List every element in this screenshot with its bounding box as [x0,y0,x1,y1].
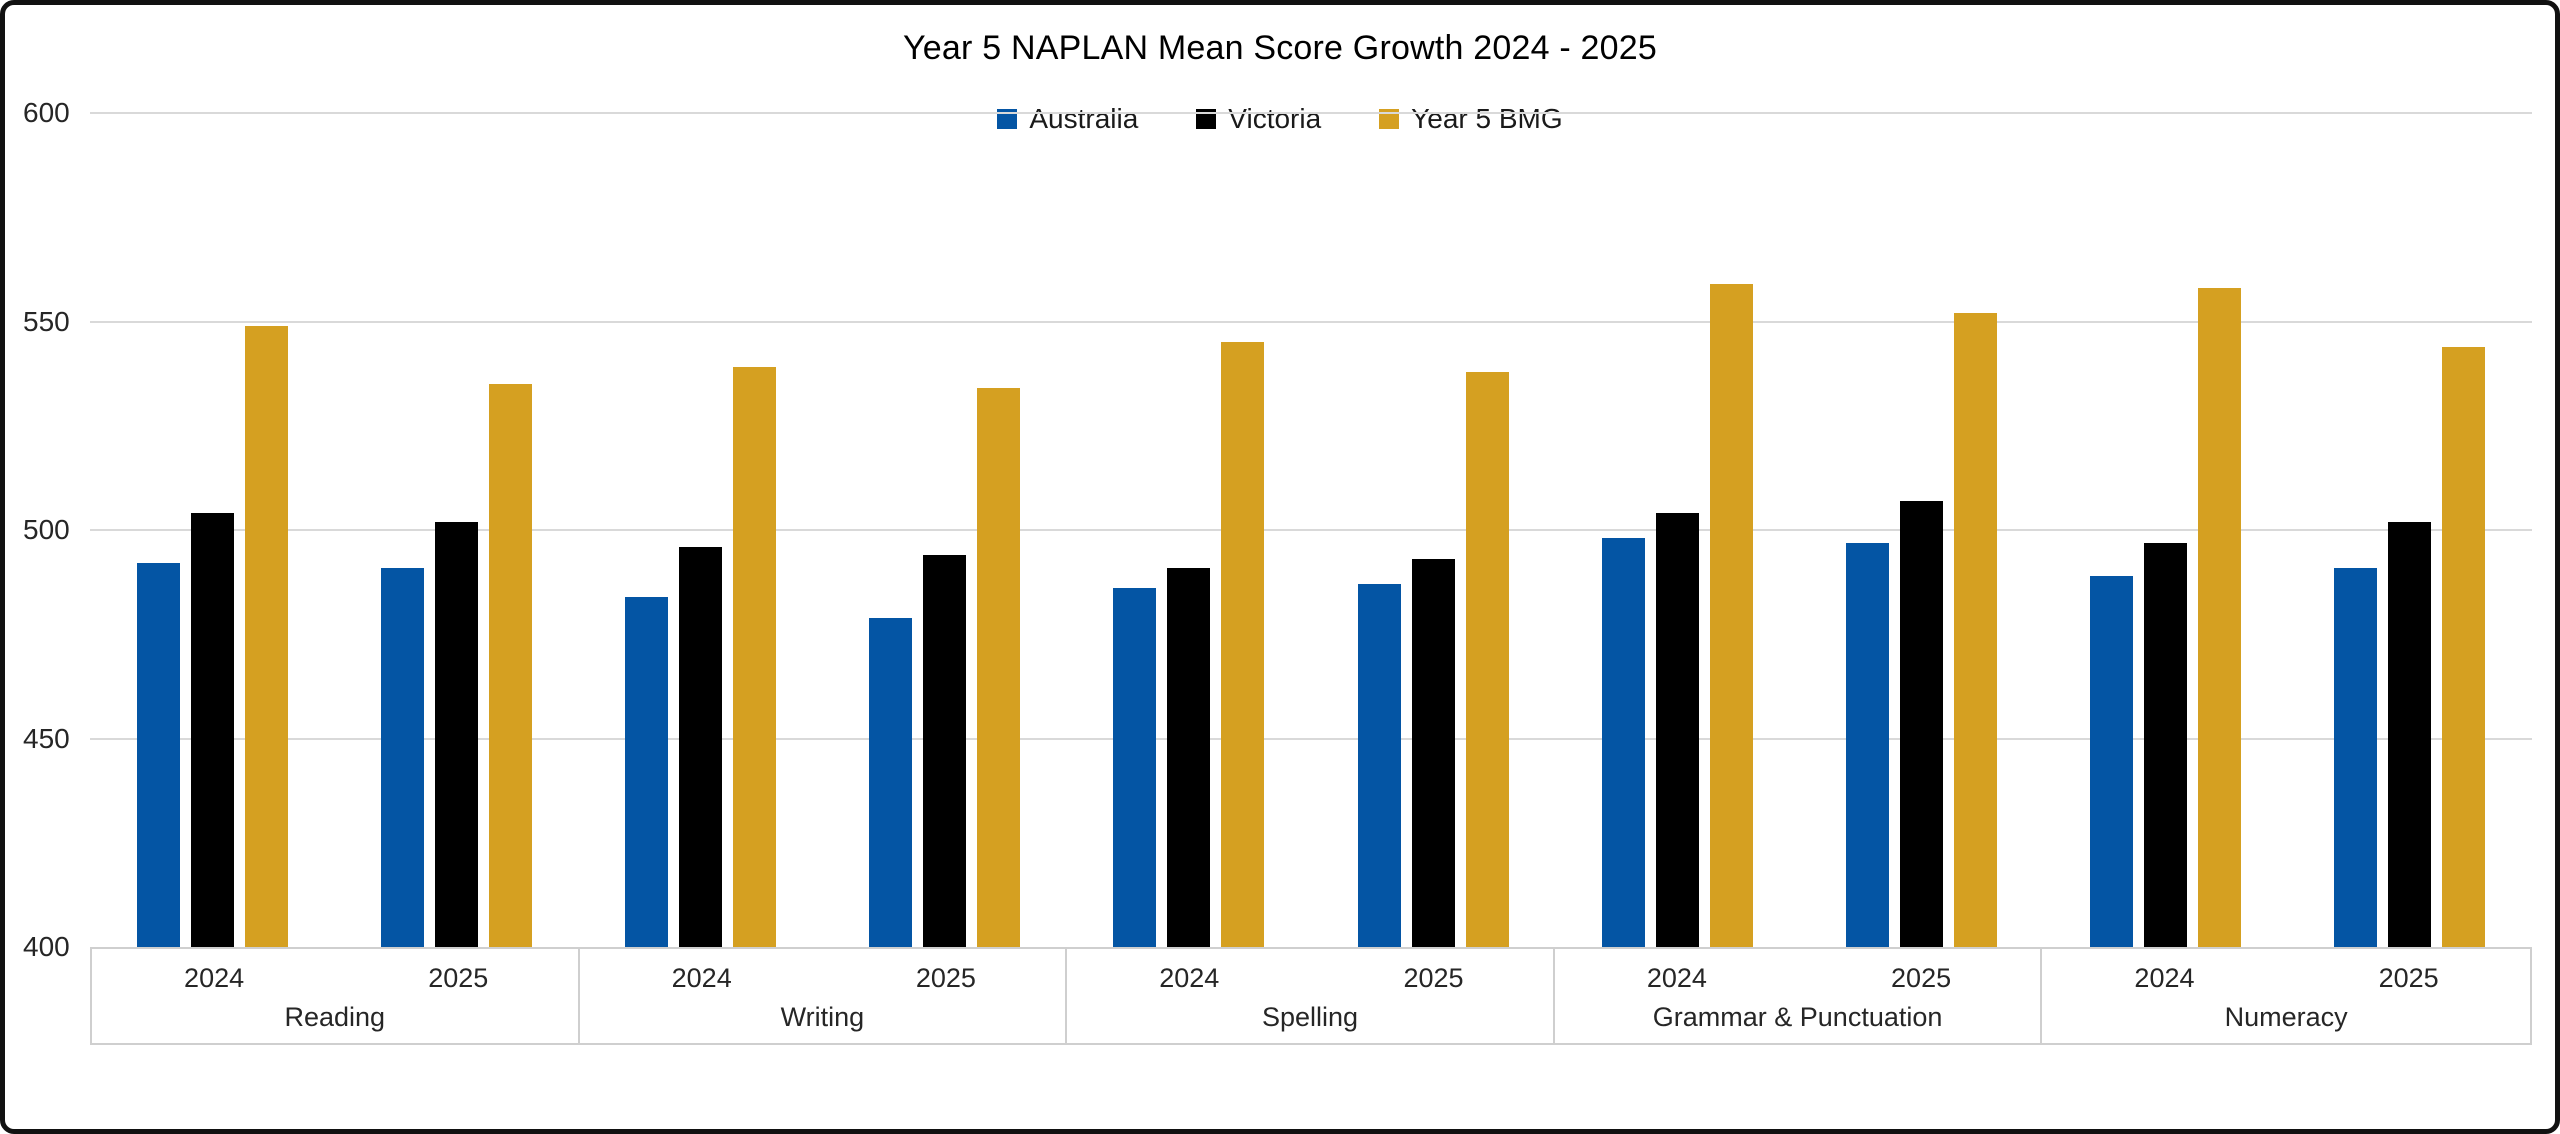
bar-australia-writing-2024 [625,596,668,947]
y-axis-tick-400: 400 [23,931,70,962]
legend-item-year-5-bmg: Year 5 BMG [1379,103,1563,135]
legend-item-victoria: Victoria [1196,103,1321,135]
bar-australia-grammar-punctuation-2024 [1601,538,1645,947]
bar-australia-grammar-punctuation-2025 [1846,542,1889,947]
subject-label-reading: Reading [284,1002,386,1032]
subject-cell-numeracy: 2024 2025 Numeracy [2042,949,2530,1043]
bar-year-5-bmg-numeracy-2024 [2198,288,2242,947]
bar-year-5-bmg-grammar-punctuation-2024 [1709,283,1753,947]
chart-title: Year 5 NAPLAN Mean Score Growth 2024 - 2… [903,29,1657,67]
bar-australia-reading-2024 [136,563,180,947]
legend-item-australia: Australia [997,103,1138,135]
year-label-numeracy-2024: 2024 [2134,963,2195,993]
subject-label-numeracy: Numeracy [2224,1002,2348,1032]
bar-victoria-spelling-2024 [1167,567,1211,947]
subject-cell-grammar-punctuation: 2024 2025 Grammar & Punctuation [1555,949,2043,1043]
bar-victoria-grammar-punctuation-2025 [1900,500,1943,947]
bar-australia-spelling-2025 [1357,584,1401,947]
legend-swatch-icon [1379,109,1400,129]
legend-swatch-icon [997,109,1018,129]
bar-year-5-bmg-writing-2025 [977,388,1021,947]
year-label-spelling-2024: 2024 [1159,963,1220,993]
bar-australia-numeracy-2025 [2334,567,2378,947]
bar-year-5-bmg-reading-2024 [244,325,288,947]
subject-cell-spelling: 2024 2025 Spelling [1067,949,1555,1043]
year-label-writing-2025: 2025 [915,963,976,993]
gridline-550 [90,320,2532,323]
subject-cell-writing: 2024 2025 Writing [580,949,1068,1043]
gridline-600 [90,112,2532,114]
bar-year-5-bmg-spelling-2025 [1465,371,1509,947]
y-axis-tick-600: 600 [23,97,70,128]
year-label-writing-2024: 2024 [671,963,732,993]
bar-year-5-bmg-numeracy-2025 [2442,346,2486,947]
category-axis-box: 2024 2025 Reading 2024 2025 Writing 2024 2025 Sp… [90,947,2532,1045]
bar-year-5-bmg-reading-2025 [488,384,532,947]
bar-year-5-bmg-grammar-punctuation-2025 [1954,313,1997,947]
bar-victoria-spelling-2025 [1411,559,1455,947]
year-label-grammar-punctuation-2025: 2025 [1891,963,1952,993]
bar-australia-spelling-2024 [1113,588,1157,947]
bar-australia-reading-2025 [380,567,424,947]
gridline-450 [90,737,2532,740]
legend-label: Year 5 BMG [1411,103,1563,134]
bar-victoria-numeracy-2024 [2144,542,2188,947]
subject-label-spelling: Spelling [1261,1002,1359,1032]
bar-victoria-reading-2025 [434,521,478,947]
bar-year-5-bmg-writing-2024 [733,367,776,947]
bar-victoria-grammar-punctuation-2024 [1655,513,1699,947]
bar-victoria-numeracy-2025 [2388,521,2432,947]
legend-label: Victoria [1228,103,1322,134]
legend-swatch-icon [1196,109,1217,129]
legend-label: Australia [1029,103,1139,134]
y-axis-tick-550: 550 [23,305,70,337]
subject-label-writing: Writing [780,1002,865,1032]
subject-cell-reading: 2024 2025 Reading [92,949,580,1043]
bar-year-5-bmg-spelling-2024 [1221,342,1265,947]
year-label-reading-2024: 2024 [184,963,245,993]
year-label-grammar-punctuation-2024: 2024 [1646,963,1707,993]
bar-australia-writing-2025 [869,617,913,947]
subject-label-grammar-punctuation: Grammar & Punctuation [1652,1002,1943,1032]
gridline-500 [90,529,2532,531]
bar-victoria-writing-2024 [679,546,722,947]
bar-victoria-writing-2025 [923,555,967,947]
year-label-reading-2025: 2025 [428,963,489,993]
y-axis-tick-450: 450 [23,722,70,754]
y-axis-tick-500: 500 [23,514,70,545]
bar-australia-numeracy-2024 [2090,575,2134,947]
chart-legend: Australia Victoria Year 5 BMG [5,103,2555,135]
year-label-spelling-2025: 2025 [1403,963,1464,993]
year-label-numeracy-2025: 2025 [2378,963,2439,993]
bar-victoria-reading-2024 [190,513,234,947]
